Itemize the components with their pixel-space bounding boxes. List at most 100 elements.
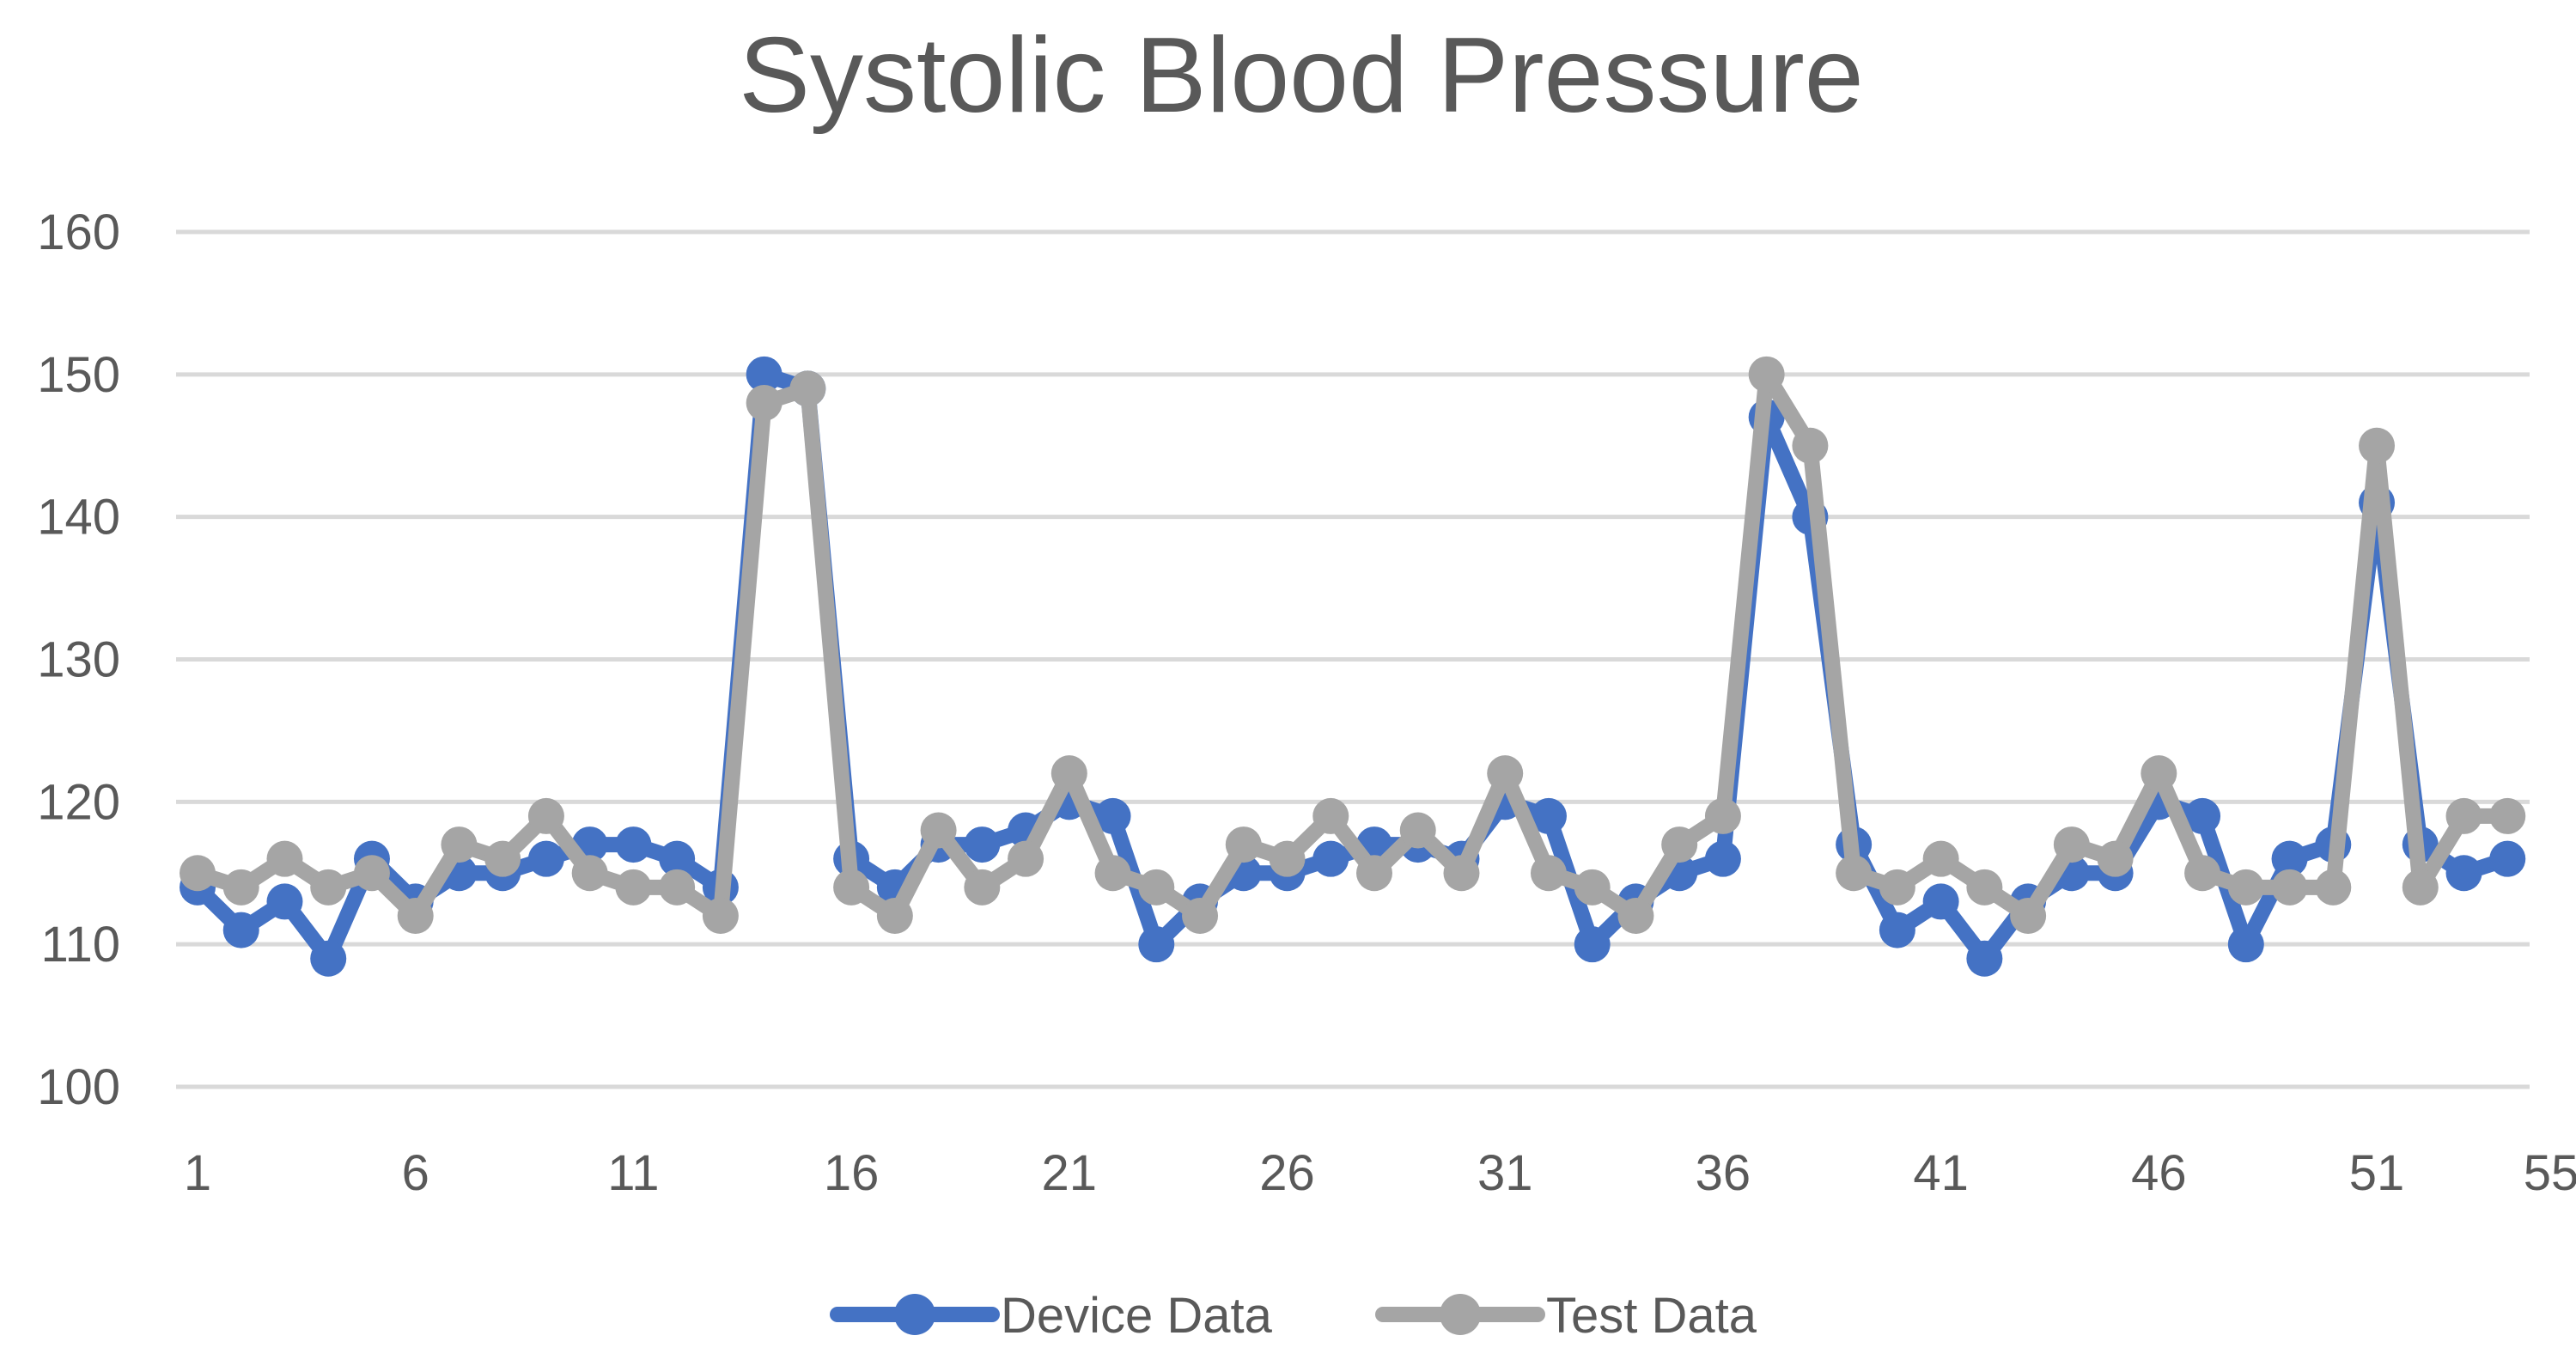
data-point xyxy=(1399,812,1436,849)
data-point xyxy=(571,855,608,892)
data-point xyxy=(659,869,696,906)
data-point xyxy=(180,855,216,892)
data-point xyxy=(222,869,259,906)
legend-item: Test Data xyxy=(1375,1288,1757,1344)
data-point xyxy=(1704,840,1741,877)
data-point xyxy=(1356,855,1392,892)
series-layer xyxy=(180,356,2526,977)
y-tick-label: 120 xyxy=(37,774,120,830)
data-point xyxy=(964,826,1001,863)
data-point xyxy=(1617,898,1654,934)
data-point xyxy=(1966,940,2003,977)
legend: Device Data Test Data xyxy=(830,1288,1757,1344)
x-axis-tick-labels: 1 6 11 16 21 26 31 36 41 46 51 55 xyxy=(184,1145,2576,1201)
x-tick-label: 36 xyxy=(1696,1145,1751,1201)
data-point xyxy=(615,869,652,906)
data-point xyxy=(1138,926,1175,963)
y-tick-label: 160 xyxy=(37,204,120,260)
x-tick-label: 6 xyxy=(402,1145,429,1201)
data-point xyxy=(1704,797,1741,834)
data-point xyxy=(2359,427,2396,464)
y-tick-label: 140 xyxy=(37,490,120,546)
data-point xyxy=(2489,797,2526,834)
data-point xyxy=(2271,840,2308,877)
data-point xyxy=(833,869,870,906)
data-point xyxy=(2402,869,2439,906)
x-tick-label: 55 xyxy=(2524,1145,2576,1201)
data-point xyxy=(2227,926,2264,963)
x-tick-label: 51 xyxy=(2349,1145,2405,1201)
data-point xyxy=(1792,427,1829,464)
data-point xyxy=(1094,797,1131,834)
data-point xyxy=(222,912,259,948)
x-tick-label: 41 xyxy=(1913,1145,1969,1201)
data-point xyxy=(746,385,783,421)
data-point xyxy=(2227,869,2264,906)
data-point xyxy=(266,883,303,920)
x-tick-label: 46 xyxy=(2131,1145,2187,1201)
gridlines xyxy=(176,229,2530,1089)
legend-item: Device Data xyxy=(830,1288,1273,1344)
legend-label: Test Data xyxy=(1546,1288,1757,1344)
data-point xyxy=(1138,869,1175,906)
y-tick-label: 130 xyxy=(37,632,120,688)
data-point xyxy=(310,869,347,906)
data-point xyxy=(1008,840,1044,877)
data-point xyxy=(1836,855,1873,892)
data-point xyxy=(702,898,739,934)
data-point xyxy=(1574,926,1611,963)
data-point xyxy=(1443,855,1480,892)
series-test-data xyxy=(180,356,2526,934)
x-tick-label: 26 xyxy=(1259,1145,1315,1201)
x-tick-label: 1 xyxy=(184,1145,211,1201)
data-point xyxy=(920,812,957,849)
x-tick-label: 21 xyxy=(1042,1145,1098,1201)
data-point xyxy=(1182,898,1219,934)
y-axis-tick-labels: 100 110 120 130 140 150 160 xyxy=(37,204,120,1115)
data-point xyxy=(2141,755,2177,792)
data-point xyxy=(1574,869,1611,906)
legend-marker xyxy=(1440,1294,1481,1335)
data-point xyxy=(1487,755,1524,792)
data-point xyxy=(1312,840,1349,877)
data-point xyxy=(2489,840,2526,877)
data-point xyxy=(1922,840,1959,877)
data-point xyxy=(1050,755,1087,792)
data-point xyxy=(964,869,1001,906)
data-point xyxy=(310,940,347,977)
data-point xyxy=(397,898,434,934)
data-point xyxy=(441,826,478,863)
data-point xyxy=(1966,869,2003,906)
data-point xyxy=(1094,855,1131,892)
data-point xyxy=(1530,797,1567,834)
data-point xyxy=(484,840,521,877)
data-point xyxy=(1312,797,1349,834)
data-point xyxy=(527,840,564,877)
data-point xyxy=(266,840,303,877)
data-point xyxy=(2010,898,2047,934)
y-tick-label: 150 xyxy=(37,347,120,403)
data-point xyxy=(1661,826,1698,863)
data-point xyxy=(353,855,390,892)
data-point xyxy=(1879,869,1915,906)
data-point xyxy=(2053,826,2090,863)
legend-marker xyxy=(894,1294,935,1335)
chart-title: Systolic Blood Pressure xyxy=(739,16,1863,135)
data-point xyxy=(746,356,783,393)
data-point xyxy=(1269,840,1306,877)
data-point xyxy=(615,826,652,863)
data-point xyxy=(789,370,826,407)
data-point xyxy=(2445,855,2482,892)
x-tick-label: 16 xyxy=(824,1145,880,1201)
x-tick-label: 11 xyxy=(607,1145,659,1201)
data-point xyxy=(876,898,913,934)
data-point xyxy=(2315,869,2352,906)
data-point xyxy=(527,797,564,834)
data-point xyxy=(1225,826,1262,863)
data-point xyxy=(2097,840,2134,877)
data-point xyxy=(1748,356,1785,393)
data-point xyxy=(2271,869,2308,906)
data-point xyxy=(2445,797,2482,834)
